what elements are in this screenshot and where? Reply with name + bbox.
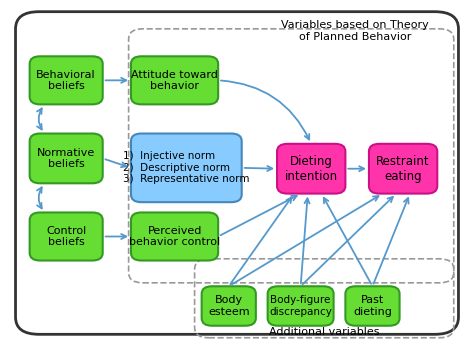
FancyBboxPatch shape <box>131 134 242 202</box>
Text: 1)  Injective norm
2)  Descriptive norm
3)  Representative norm: 1) Injective norm 2) Descriptive norm 3)… <box>123 151 250 184</box>
Text: Body-figure
discrepancy: Body-figure discrepancy <box>269 295 332 317</box>
FancyBboxPatch shape <box>131 212 218 261</box>
Text: Variables based on Theory
of Planned Behavior: Variables based on Theory of Planned Beh… <box>281 20 428 42</box>
FancyBboxPatch shape <box>30 212 103 261</box>
FancyBboxPatch shape <box>30 56 103 104</box>
FancyBboxPatch shape <box>268 286 334 326</box>
FancyBboxPatch shape <box>30 134 103 183</box>
Text: Additional variables: Additional variables <box>269 327 379 337</box>
Text: Body
esteem: Body esteem <box>208 295 250 317</box>
Text: Perceived
behavior control: Perceived behavior control <box>129 226 220 247</box>
FancyBboxPatch shape <box>201 286 256 326</box>
Text: Past
dieting: Past dieting <box>353 295 392 317</box>
Text: Restraint
eating: Restraint eating <box>376 155 430 183</box>
Text: Control
beliefs: Control beliefs <box>46 226 86 247</box>
FancyBboxPatch shape <box>369 144 438 194</box>
Text: Behavioral
beliefs: Behavioral beliefs <box>36 70 96 91</box>
FancyBboxPatch shape <box>277 144 346 194</box>
Text: Dieting
intention: Dieting intention <box>285 155 338 183</box>
Text: Attitude toward
behavior: Attitude toward behavior <box>131 70 218 91</box>
FancyBboxPatch shape <box>346 286 400 326</box>
FancyBboxPatch shape <box>131 56 218 104</box>
FancyBboxPatch shape <box>16 12 458 334</box>
Text: Normative
beliefs: Normative beliefs <box>37 148 95 169</box>
